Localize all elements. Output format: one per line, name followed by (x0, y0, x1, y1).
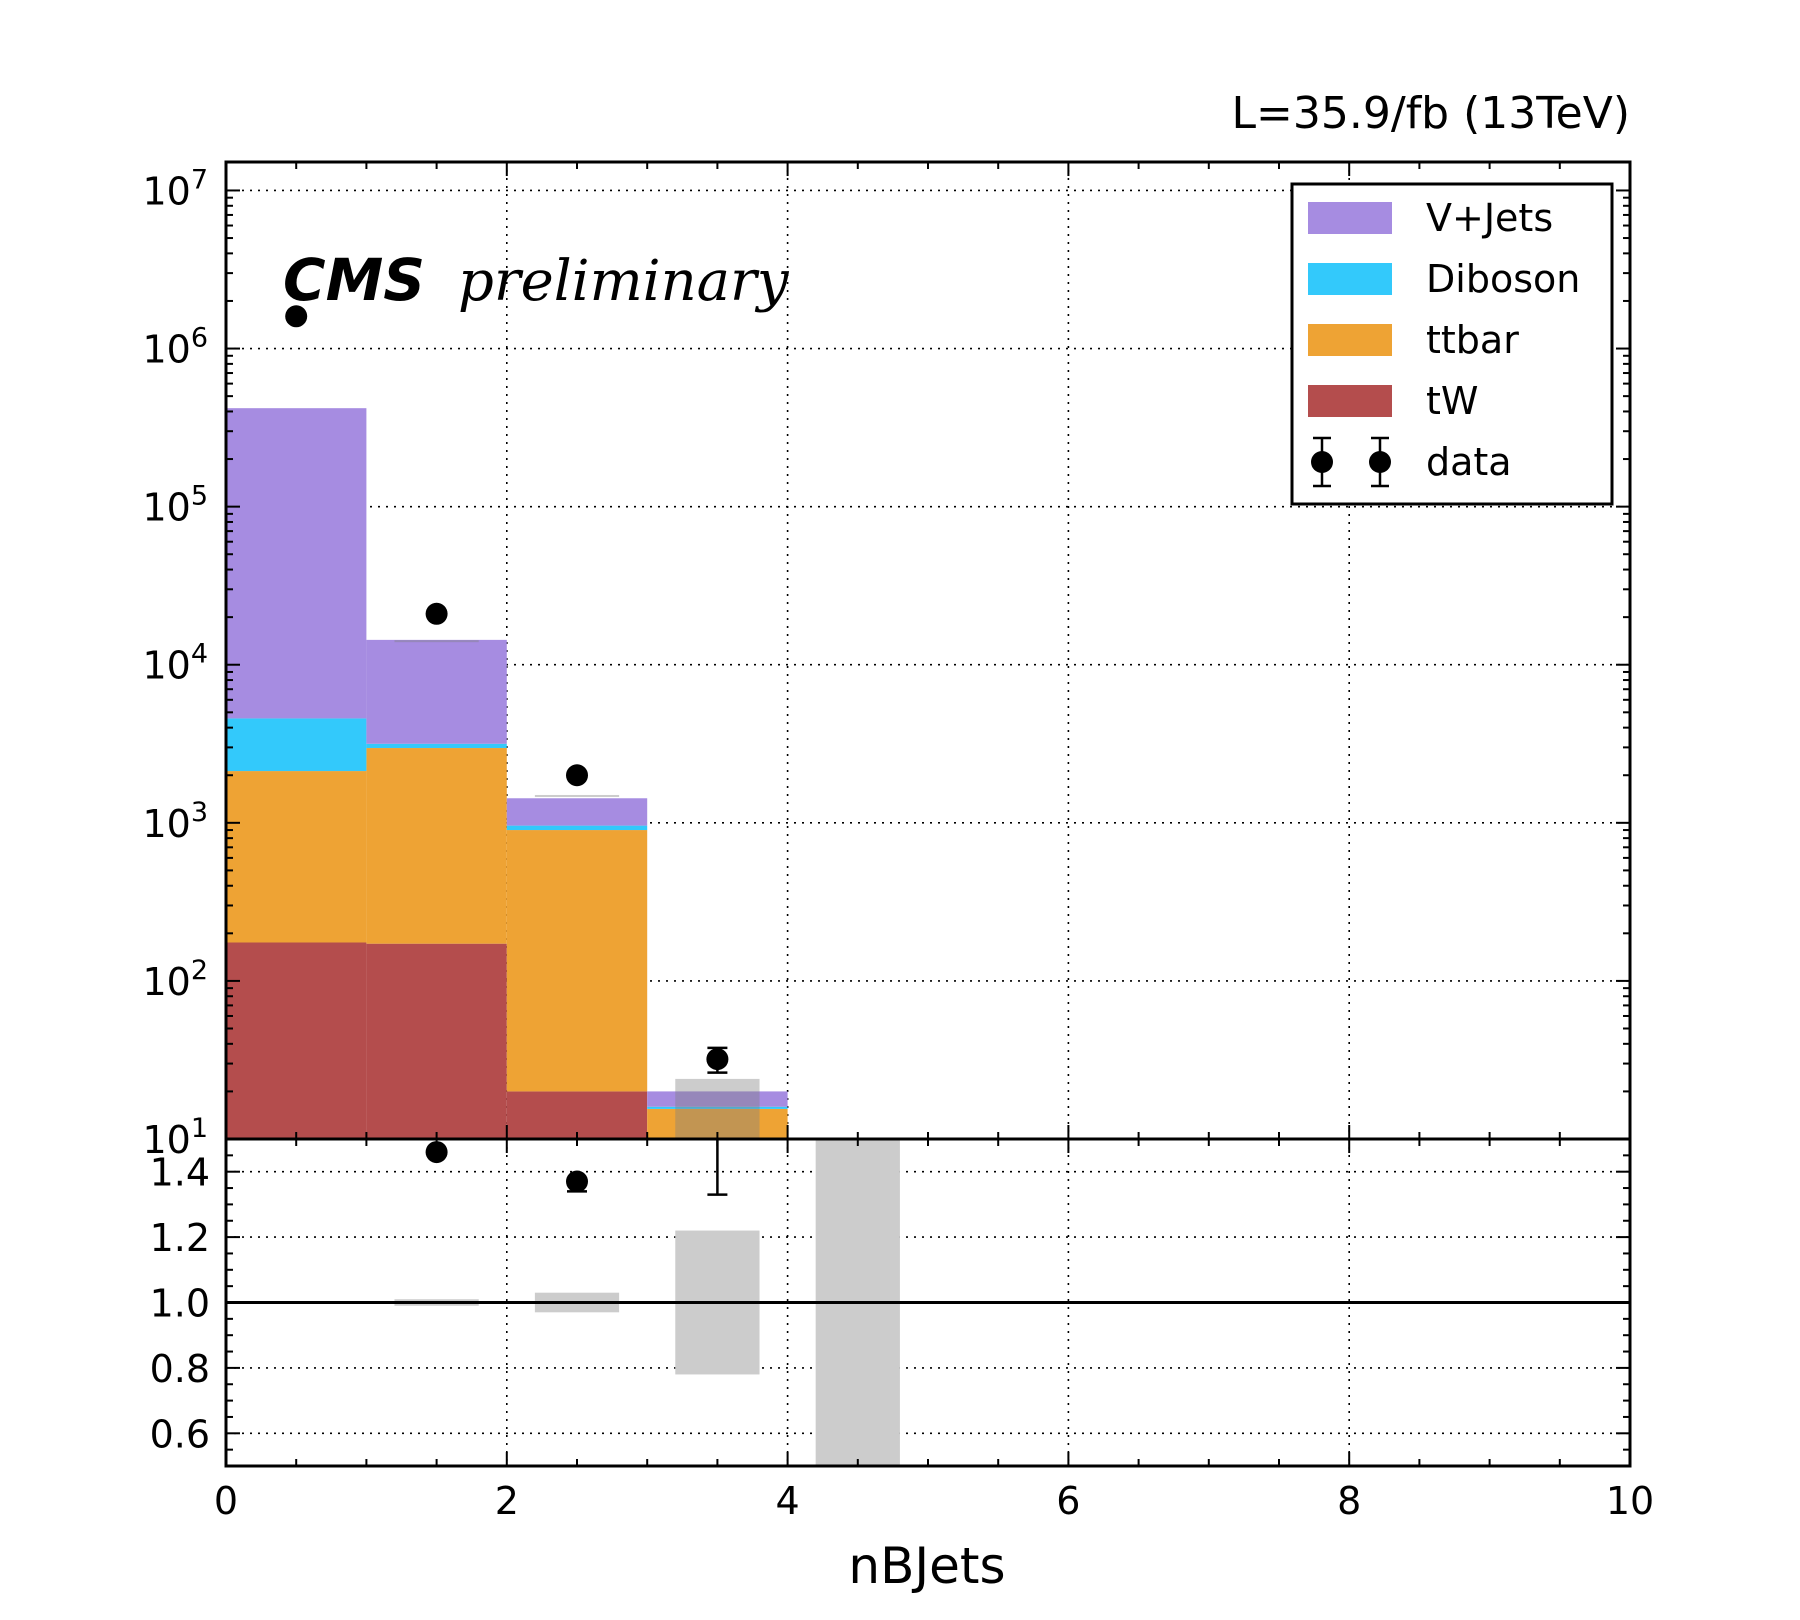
bar-tw (226, 942, 367, 1139)
x-tick-label: 2 (495, 1479, 519, 1523)
bar-ttbar (366, 748, 507, 944)
bar-ttbar (226, 771, 367, 943)
bar-v-jets (226, 408, 367, 719)
legend-label-diboson: Diboson (1426, 257, 1580, 301)
legend-label-tw: tW (1426, 379, 1478, 423)
legend-swatch-v-jets (1308, 202, 1392, 234)
y-tick-label: 106 (142, 323, 208, 372)
legend-marker-dot (1311, 451, 1333, 473)
data-points (285, 305, 729, 1196)
ratio-y-tick-label: 1.2 (150, 1216, 210, 1260)
legend-marker-dot (1369, 451, 1391, 473)
mc-uncertainty-band (394, 640, 479, 643)
data-point (285, 305, 308, 328)
bar-v-jets (647, 1091, 788, 1107)
bar-ttbar (506, 830, 648, 1092)
x-axis-title: nBJets (848, 1537, 1005, 1595)
data-point (425, 602, 448, 625)
x-tick-label: 8 (1337, 1479, 1361, 1523)
ratio-y-tick-label: 1.4 (150, 1151, 210, 1195)
bar-v-jets (366, 639, 507, 744)
bar-diboson (226, 718, 367, 772)
bar-tw (366, 943, 507, 1139)
ratio-y-tick-label: 1.0 (150, 1282, 210, 1326)
x-tick-label: 6 (1056, 1479, 1080, 1523)
mc-uncertainty-band (675, 1078, 760, 1139)
legend-swatch-ttbar (1308, 324, 1392, 356)
y-tick-label: 104 (142, 639, 208, 688)
cms-label: CMS (283, 246, 425, 314)
data-point (706, 1048, 729, 1071)
x-tick-label: 0 (214, 1479, 238, 1523)
stacked-bars (226, 408, 788, 1139)
legend-swatch-diboson (1308, 263, 1392, 295)
x-tick-label: 4 (776, 1479, 800, 1523)
legend-label-v-jets: V+Jets (1426, 196, 1553, 240)
y-tick-label: 105 (142, 481, 208, 530)
ratio-point (566, 1170, 588, 1193)
bar-v-jets (506, 798, 648, 826)
bar-tw (506, 1091, 648, 1139)
y-tick-label: 107 (142, 164, 208, 213)
ratio-y-tick-label: 0.8 (150, 1347, 210, 1391)
bar-diboson (506, 825, 648, 831)
x-tick-label: 10 (1606, 1479, 1654, 1523)
preliminary-label: preliminary (458, 249, 790, 314)
y-tick-label: 101 (142, 1113, 208, 1162)
tick-marks (225, 162, 1631, 1467)
bar-diboson (366, 743, 507, 749)
y-tick-label: 102 (142, 955, 208, 1004)
legend-label-data: data (1426, 440, 1512, 484)
bar-diboson (647, 1106, 788, 1109)
ratio-point (425, 1141, 448, 1164)
ratio-y-tick-label: 0.6 (150, 1412, 210, 1456)
legend: V+Jets Diboson ttbar tW data (1290, 182, 1614, 506)
legend-swatch-tw (1308, 385, 1392, 417)
legend-label-ttbar: ttbar (1426, 318, 1519, 362)
mc-uncertainty-band (534, 794, 620, 797)
lumi-label: L=35.9/fb (13TeV) (1232, 88, 1630, 139)
data-point (566, 764, 588, 787)
y-tick-label: 103 (142, 797, 208, 846)
